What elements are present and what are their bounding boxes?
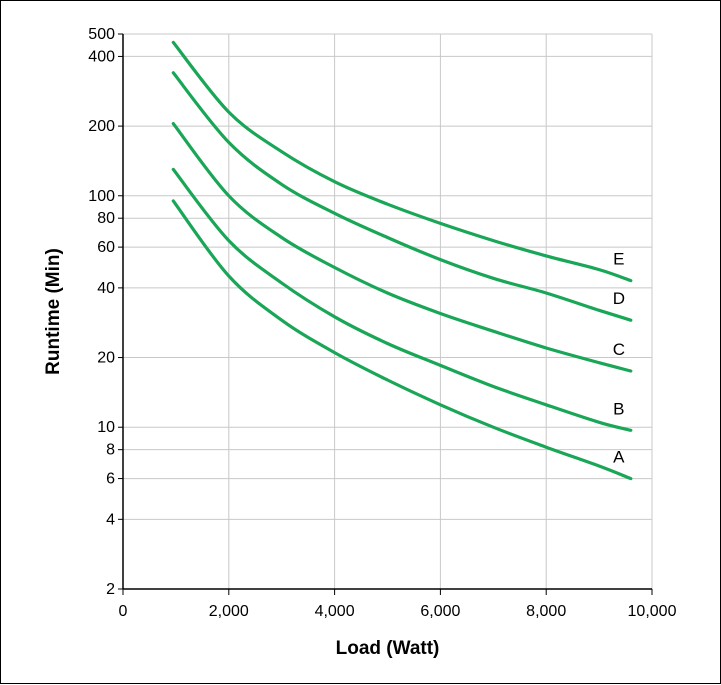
axes — [122, 33, 653, 590]
x-tick-label: 6,000 — [420, 603, 460, 620]
y-tick-label: 40 — [97, 280, 115, 297]
y-tick-label: 8 — [106, 442, 115, 459]
y-tick-label: 80 — [97, 210, 115, 227]
series-line-d — [171, 71, 633, 322]
x-tick-label: 0 — [119, 603, 128, 620]
series-line-a — [171, 199, 633, 481]
y-tick-label: 6 — [106, 471, 115, 488]
series-label-a: A — [613, 448, 625, 467]
series-label-d: D — [613, 289, 625, 308]
y-tick-label: 500 — [88, 26, 115, 43]
x-tick-label: 8,000 — [526, 603, 566, 620]
y-tick-label: 10 — [97, 419, 115, 436]
series-line-e — [171, 40, 633, 283]
y-tick-label: 200 — [88, 118, 115, 135]
y-tick-label: 400 — [88, 48, 115, 65]
grid — [123, 33, 653, 589]
series-line-c — [171, 122, 633, 373]
y-tick-label: 100 — [88, 188, 115, 205]
series-lines — [171, 40, 633, 481]
y-tick-label: 60 — [97, 239, 115, 256]
series-label-e: E — [613, 250, 624, 269]
series-label-c: C — [613, 340, 625, 359]
y-tick-label: 4 — [106, 511, 115, 528]
y-axis-title: Runtime (Min) — [43, 248, 64, 375]
x-tick-label: 4,000 — [315, 603, 355, 620]
y-tick-label: 2 — [106, 581, 115, 598]
series-line-b — [171, 167, 633, 432]
series-label-b: B — [613, 399, 624, 418]
ticks: 0 2,000 4,000 6,000 8,000 10,000 2 4 6 8 10 20 40 60 8… — [88, 26, 676, 620]
x-tick-label: 10,000 — [628, 603, 677, 620]
x-tick-label: 2,000 — [209, 603, 249, 620]
series-labels: A B C D E — [613, 250, 625, 467]
x-axis-title: Load (Watt) — [336, 638, 440, 659]
y-tick-label: 20 — [97, 350, 115, 367]
